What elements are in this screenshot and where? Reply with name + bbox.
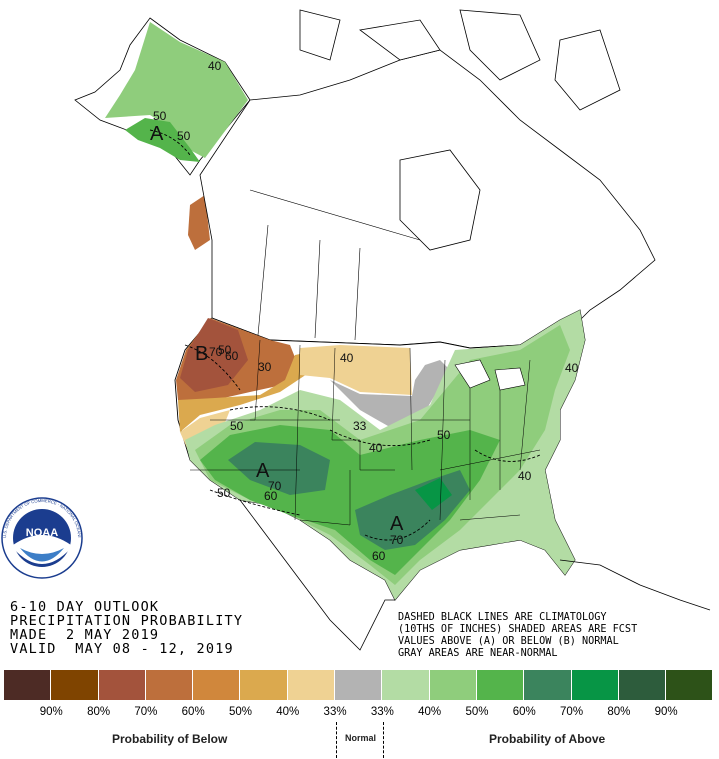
legend-swatch xyxy=(4,670,52,700)
canada-arctic-islands xyxy=(299,9,621,111)
legend-swatch xyxy=(382,670,430,700)
alaska-green xyxy=(125,118,200,162)
legend-tick-label: 80% xyxy=(607,706,631,718)
outlook-subtitle: PRECIPITATION PROBABILITY xyxy=(10,613,244,629)
normal-caption: Normal xyxy=(345,733,377,743)
contour-label: 70 xyxy=(390,533,404,547)
contour-label: 50 xyxy=(437,428,451,442)
normal-divider-left xyxy=(336,722,337,758)
below-caption: Probability of Below xyxy=(112,732,228,746)
note-line: VALUES ABOVE (A) OR BELOW (B) NORMAL xyxy=(398,636,619,647)
contour-label: 33 xyxy=(353,419,367,433)
note-line: DASHED BLACK LINES ARE CLIMATOLOGY xyxy=(398,612,607,623)
legend-tick-label: 50% xyxy=(465,706,489,718)
legend-swatch xyxy=(145,670,194,700)
legend-tick-label: 90% xyxy=(39,706,63,718)
contour-label: 60 xyxy=(372,549,386,563)
above-70-west-region xyxy=(228,442,330,495)
legend-tick-label: 70% xyxy=(134,706,158,718)
contour-label: 30 xyxy=(258,360,272,374)
contour-label: 60 xyxy=(225,349,239,363)
legend-tick-label: 80% xyxy=(87,706,111,718)
legend-ticks: 90% 80% 70% 60% 50% 40% 33% 33% 40% 50% 60% 70% 80% 9… xyxy=(28,706,690,718)
noaa-logo: NOAA U.S. DEPARTMENT OF COMMERCE · NATIO… xyxy=(0,0,83,579)
contour-label: 40 xyxy=(208,59,222,73)
legend-tick-label: 70% xyxy=(560,706,584,718)
climatology-lines xyxy=(149,129,541,541)
legend-swatch xyxy=(571,670,619,700)
probability-legend: 90% 80% 70% 60% 50% 40% 33% 33% 40% 50% 60% 70% 80% 9… xyxy=(0,670,719,759)
contour-label: 50 xyxy=(177,129,191,143)
normal-divider-right xyxy=(383,722,384,758)
above-center-label: A xyxy=(150,123,164,145)
above-80-south-region xyxy=(415,478,452,510)
made-date: MADE 2 MAY 2019 xyxy=(10,627,160,643)
below-40-region xyxy=(180,345,412,455)
contour-label: 40 xyxy=(518,469,532,483)
legend-tick-label: 40% xyxy=(418,706,442,718)
outlook-map: 40 50 50 50 70 60 30 40 33 40 50 50 40 5… xyxy=(0,0,711,651)
legend-swatch xyxy=(618,670,667,700)
state-lines xyxy=(190,339,541,526)
legend-swatch xyxy=(240,670,288,700)
svg-text:U.S. DEPARTMENT OF COMMERCE ·: U.S. DEPARTMENT OF COMMERCE · NATIONAL O… xyxy=(0,0,82,538)
contour-label: 70 xyxy=(209,345,223,359)
note-line: (10THS OF INCHES) SHADED AREAS ARE FCST xyxy=(398,624,638,635)
contour-label: 50 xyxy=(217,486,231,500)
legend-swatch xyxy=(51,670,99,700)
outlook-title-block: 6-10 DAY OUTLOOK PRECIPITATION PROBABILI… xyxy=(10,600,243,656)
above-center-label: A xyxy=(256,460,270,482)
below-center-label: B xyxy=(195,343,208,365)
contour-label: 50 xyxy=(153,109,167,123)
valid-dates: VALID MAY 08 - 12, 2019 xyxy=(10,641,234,657)
great-lakes xyxy=(454,359,526,391)
alaska-light-green xyxy=(105,22,248,158)
contour-label: 70 xyxy=(268,479,282,493)
contour-label: 40 xyxy=(340,351,354,365)
contour-label: 50 xyxy=(230,419,244,433)
legend-swatch xyxy=(193,670,241,700)
below-70-region xyxy=(180,318,248,392)
legend-tick-label: 60% xyxy=(512,706,536,718)
above-center-label: A xyxy=(390,513,404,535)
legend-swatch xyxy=(524,670,572,700)
svg-text:NOAA: NOAA xyxy=(26,527,58,539)
legend-swatch xyxy=(666,670,714,700)
note-line: GRAY AREAS ARE NEAR-NORMAL xyxy=(398,648,558,659)
legend-tick-label: 33% xyxy=(323,706,347,718)
legend-tick-label: 60% xyxy=(181,706,205,718)
legend-tick-label: 40% xyxy=(276,706,300,718)
legend-tick-label: 90% xyxy=(654,706,678,718)
contour-label: 40 xyxy=(369,441,383,455)
canada-province-lines xyxy=(249,189,421,341)
contour-label: 50 xyxy=(218,343,232,357)
legend-swatch xyxy=(476,670,525,700)
hudson-bay xyxy=(399,149,481,251)
legend-swatch xyxy=(429,670,477,700)
legend-swatch xyxy=(98,670,146,700)
legend-swatch xyxy=(335,670,383,700)
contour-label: 60 xyxy=(264,489,278,503)
contour-label: 40 xyxy=(565,361,579,375)
legend-tick-label: 33% xyxy=(370,706,394,718)
map-notes: DASHED BLACK LINES ARE CLIMATOLOGY (10TH… xyxy=(398,612,718,660)
outlook-title: 6-10 DAY OUTLOOK xyxy=(10,599,160,615)
legend-swatch xyxy=(287,670,336,700)
pacific-nw-coast-brown xyxy=(188,195,210,250)
legend-swatches xyxy=(4,670,714,700)
legend-tick-label: 50% xyxy=(228,706,252,718)
above-caption: Probability of Above xyxy=(489,732,606,746)
mexico-outline xyxy=(239,499,711,651)
